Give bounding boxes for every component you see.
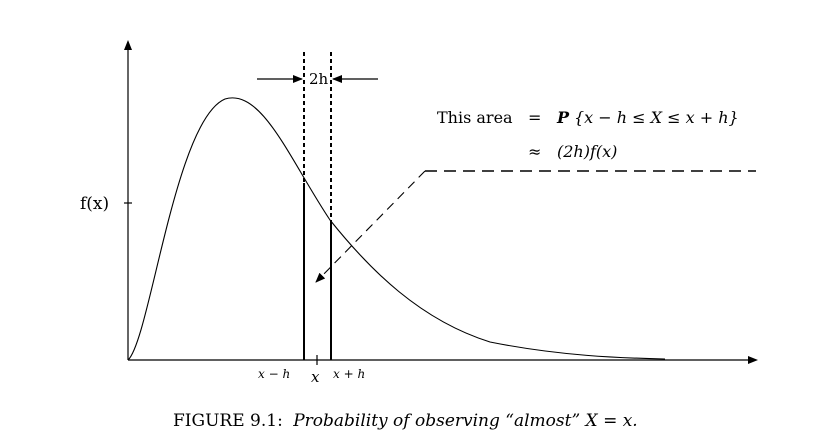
annotation-prob-symbol: P <box>556 108 570 127</box>
x-axis-arrow-icon <box>748 356 758 364</box>
x-label-minus-h: x − h <box>258 367 290 381</box>
y-axis-arrow-icon <box>124 40 132 50</box>
annotation-approx-expr: (2h)f(x) <box>557 142 617 161</box>
caption-prefix: FIGURE 9.1: <box>173 411 283 431</box>
x-label-x: x <box>311 368 320 386</box>
annotation-leader-diagonal <box>315 170 426 283</box>
figure-caption: FIGURE 9.1: Probability of observing “al… <box>173 411 638 431</box>
caption-text: Probability of observing “almost” X = x. <box>292 411 638 431</box>
annotation-eq-sign: = <box>528 108 541 127</box>
density-curve <box>127 97 666 361</box>
y-label-fx: f(x) <box>80 194 109 214</box>
width-label: 2h <box>309 70 329 88</box>
annotation-lead: This area <box>437 108 513 127</box>
x-label-plus-h: x + h <box>333 367 365 381</box>
annotation-approx-sign: ≈ <box>528 142 541 161</box>
annotation-prob-expr: {x − h ≤ X ≤ x + h} <box>574 108 739 127</box>
